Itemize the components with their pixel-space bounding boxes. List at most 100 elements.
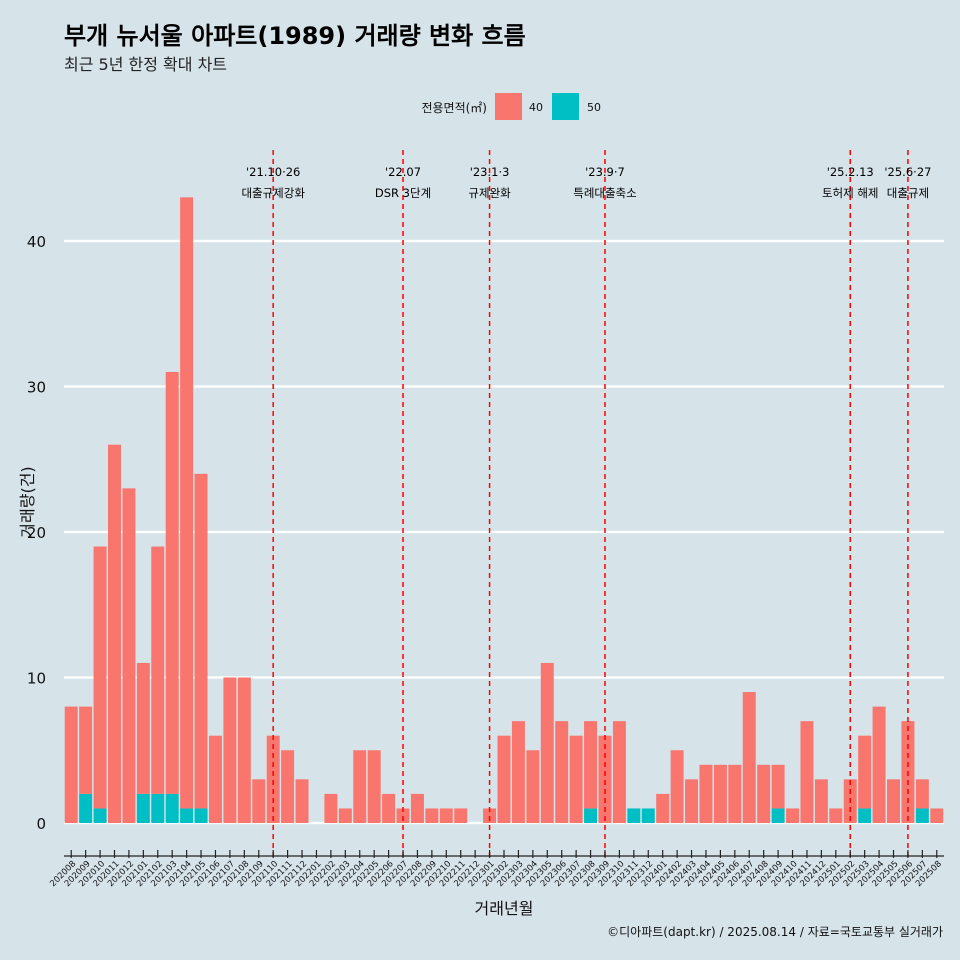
bar-40-202206 <box>382 793 396 823</box>
bar-40-202407 <box>742 692 756 823</box>
bar-40-202011 <box>108 444 121 823</box>
bar-40-202305 <box>540 662 554 823</box>
annotation-date: '23.9·7 <box>585 165 625 179</box>
bar-40-202402 <box>670 750 684 823</box>
bar-40-202203 <box>338 808 352 823</box>
bar-40-202507 <box>915 779 929 809</box>
bar-40-202505 <box>887 779 900 823</box>
bar-40-202104 <box>180 197 194 809</box>
bar-40-202308 <box>584 721 598 809</box>
annotation-date: '23.1·3 <box>470 165 510 179</box>
bar-40-202106 <box>208 735 222 823</box>
bar-50-202503 <box>858 808 872 823</box>
bar-40-202105 <box>194 473 208 809</box>
chart-title: 부개 뉴서울 아파트(1989) 거래량 변화 흐름 <box>64 22 526 50</box>
bar-40-202504 <box>872 706 886 823</box>
bar-40-202302 <box>497 735 511 823</box>
bar-40-202205 <box>367 750 381 823</box>
bar-40-202211 <box>454 808 468 823</box>
bar-40-202307 <box>569 735 583 823</box>
chart-caption: ©디아파트(dapt.kr) / 2025.08.14 / 자료=국토교통부 실… <box>607 925 943 939</box>
y-axis-title: 거래량(건) <box>18 466 37 537</box>
bar-40-202304 <box>526 750 540 823</box>
bar-40-202102 <box>151 546 165 794</box>
annotation-date: '25.6·27 <box>884 165 931 179</box>
bars <box>64 197 944 823</box>
bar-40-202301 <box>483 808 497 823</box>
legend-label-40: 40 <box>529 101 543 114</box>
bar-40-202208 <box>410 793 424 823</box>
bar-40-202109 <box>252 779 266 823</box>
x-axis: 2020082020092020102020112020122021012021… <box>48 850 944 889</box>
annotation-label: 대출규제 <box>887 186 929 200</box>
annotations: '21.10·26 대출규제강화 '22.07 DSR 3단계 '23.1·3 규제완화 '… <box>241 150 931 858</box>
bar-50-202409 <box>771 808 785 823</box>
bar-40-202010 <box>93 546 107 809</box>
chart-subtitle: 최근 5년 한정 확대 차트 <box>64 55 227 74</box>
annotation-label: 특례대출축소 <box>573 186 636 200</box>
bar-40-202401 <box>656 793 670 823</box>
legend-label-50: 50 <box>587 101 601 114</box>
bar-40-202501 <box>829 808 843 823</box>
bar-40-202310 <box>612 721 626 823</box>
bar-40-202404 <box>699 764 713 823</box>
x-axis-title: 거래년월 <box>475 899 534 918</box>
bar-40-202406 <box>728 764 742 823</box>
bar-40-202210 <box>439 808 453 823</box>
bar-40-202111 <box>281 750 295 823</box>
annotation-label: 대출규제강화 <box>241 186 305 200</box>
y-axis-ticks: 0 10 20 30 40 <box>27 233 46 833</box>
y-tick-label: 30 <box>27 379 46 397</box>
bar-40-202107 <box>223 677 237 823</box>
y-tick-label: 40 <box>27 233 46 251</box>
bar-40-202403 <box>685 779 699 823</box>
legend: 전용면적(㎡) 40 50 <box>421 93 601 120</box>
bar-50-202103 <box>165 793 179 823</box>
annotation-label: 토허제 해제 <box>822 186 879 200</box>
y-tick-label: 10 <box>27 670 46 688</box>
bar-40-202405 <box>713 764 727 823</box>
bar-50-202105 <box>194 808 208 823</box>
bar-40-202411 <box>800 721 814 823</box>
bar-40-202009 <box>79 706 93 794</box>
bar-40-202110 <box>266 735 280 823</box>
bar-50-202101 <box>136 793 150 823</box>
bar-50-202102 <box>151 793 165 823</box>
annotation-date: '25.2.13 <box>827 165 874 179</box>
legend-title: 전용면적(㎡) <box>421 101 487 115</box>
bar-50-202311 <box>627 808 641 823</box>
bar-50-202312 <box>641 808 655 823</box>
bar-40-202303 <box>511 721 525 823</box>
bar-40-202101 <box>136 662 150 794</box>
bar-40-202012 <box>122 488 136 823</box>
bar-40-202202 <box>324 793 338 823</box>
annotation-date: '22.07 <box>385 165 421 179</box>
y-tick-label: 20 <box>27 524 46 542</box>
bar-40-202112 <box>295 779 309 823</box>
bar-40-202209 <box>425 808 439 823</box>
bar-40-202008 <box>64 706 78 823</box>
y-tick-label: 0 <box>36 815 46 833</box>
bar-40-202204 <box>353 750 367 823</box>
bar-50-202009 <box>79 793 93 823</box>
bar-50-202507 <box>915 808 929 823</box>
legend-swatch-50 <box>552 93 579 120</box>
bar-40-202408 <box>757 764 771 823</box>
bar-40-202108 <box>237 677 251 823</box>
annotation-label: DSR 3단계 <box>375 186 431 200</box>
bar-50-202104 <box>180 808 194 823</box>
bar-40-202503 <box>858 735 872 809</box>
bar-50-202308 <box>584 808 598 823</box>
bar-40-202306 <box>555 721 569 823</box>
bar-50-202010 <box>93 808 107 823</box>
annotation-date: '21.10·26 <box>246 165 300 179</box>
bar-40-202103 <box>165 371 179 794</box>
bar-40-202410 <box>786 808 800 823</box>
legend-swatch-40 <box>495 93 522 120</box>
annotation-label: 규제완화 <box>468 186 511 200</box>
bar-40-202409 <box>771 764 785 809</box>
bar-40-202412 <box>814 779 828 823</box>
bar-40-202309 <box>598 735 612 823</box>
bar-40-202508 <box>930 808 944 823</box>
